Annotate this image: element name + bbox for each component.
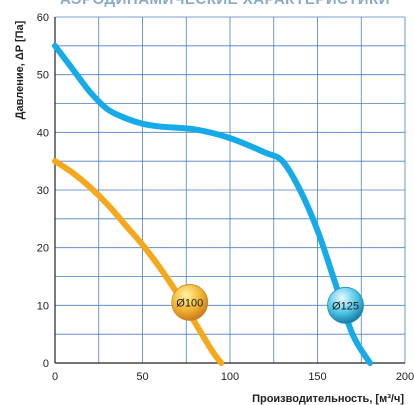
series-group bbox=[52, 42, 373, 366]
y-tick-label: 0 bbox=[43, 358, 49, 370]
chart-header-title: АЭРОДИНАМИЧЕСКИЕ ХАРАКТЕРИСТИКИ bbox=[60, 0, 390, 8]
x-tick-label: 50 bbox=[136, 371, 148, 383]
y-axis-label: Давление, ΔP [Па] bbox=[14, 20, 26, 119]
x-axis-label: Производительность, [м³/ч] bbox=[252, 393, 404, 405]
y-tick-label: 30 bbox=[37, 185, 49, 197]
header-strip: АЭРОДИНАМИЧЕСКИЕ ХАРАКТЕРИСТИКИ bbox=[0, 0, 414, 8]
series-label-badge bbox=[171, 284, 209, 321]
y-tick-label: 50 bbox=[37, 70, 49, 82]
y-tick-label: 20 bbox=[37, 243, 49, 255]
series-labels: Ø100 Ø125 bbox=[171, 284, 364, 324]
series-label-text: Ø125 bbox=[332, 300, 359, 312]
x-tick-label: 100 bbox=[221, 371, 239, 383]
y-tick-label: 60 bbox=[37, 12, 49, 24]
x-tick-label: 0 bbox=[52, 371, 58, 383]
series-line-1 bbox=[52, 158, 225, 366]
x-tick-label: 200 bbox=[396, 371, 414, 383]
y-tick-label: 10 bbox=[37, 300, 49, 312]
series-label-badge bbox=[327, 286, 364, 324]
axes: 0 50 100 150 200 0 10 20 30 40 50 60 bbox=[37, 12, 414, 383]
x-tick-label: 150 bbox=[308, 371, 326, 383]
series-label-text: Ø100 bbox=[176, 297, 203, 309]
y-tick-label: 40 bbox=[37, 127, 49, 139]
series-line-2 bbox=[52, 42, 373, 366]
